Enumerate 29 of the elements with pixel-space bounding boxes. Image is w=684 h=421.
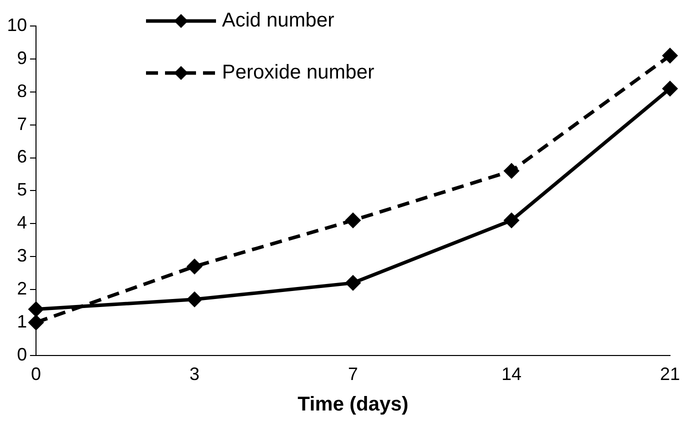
point: [345, 212, 362, 228]
x-axis-title: Time (days): [298, 394, 408, 416]
legend-label: Acid number: [222, 10, 335, 32]
point: [345, 274, 362, 291]
point: [186, 258, 203, 274]
y-tick-label: 1: [17, 311, 28, 332]
point: [662, 80, 678, 97]
point: [28, 301, 44, 318]
x-tick-label: 0: [31, 364, 42, 384]
legend-label: Peroxide number: [222, 62, 375, 84]
point: [186, 291, 203, 308]
y-tick-label: 2: [17, 278, 28, 298]
point: [28, 314, 44, 330]
y-tick-label: 0: [17, 344, 28, 364]
point: [504, 212, 520, 228]
x-tick-label: 3: [190, 364, 200, 384]
y-tick-label: 8: [17, 80, 28, 101]
y-tick-label: 6: [17, 146, 28, 167]
point: [662, 48, 678, 64]
y-tick-label: 9: [17, 48, 28, 68]
y-tick-label: 7: [17, 114, 28, 134]
y-tick-label: 10: [6, 14, 28, 35]
y-tick-label: 5: [17, 180, 28, 200]
x-tick-label: 14: [501, 364, 522, 384]
x-tick-label: 7: [348, 364, 358, 384]
x-tick-label: 21: [660, 364, 680, 384]
point: [504, 162, 520, 179]
y-tick-label: 4: [17, 212, 28, 233]
y-tick-label: 3: [17, 246, 28, 266]
